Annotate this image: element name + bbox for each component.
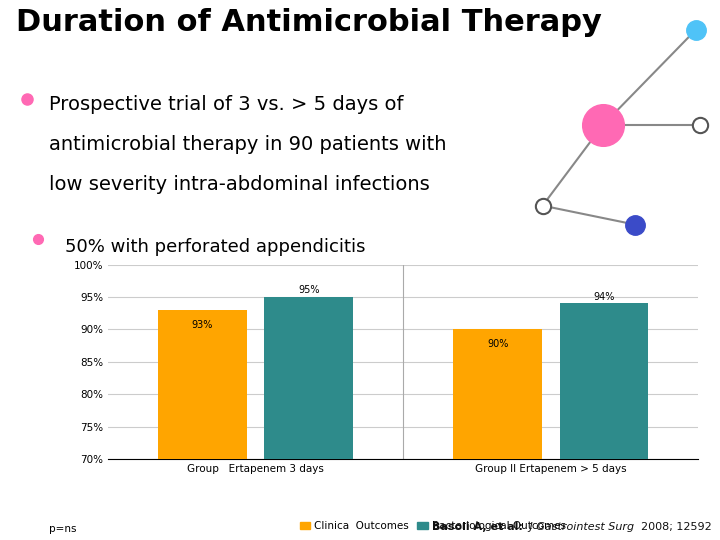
Text: low severity intra-abdominal infections: low severity intra-abdominal infections — [49, 176, 429, 194]
Bar — [158, 310, 247, 540]
Text: 93%: 93% — [192, 320, 213, 330]
Text: antimicrobial therapy in 90 patients with: antimicrobial therapy in 90 patients wit… — [49, 135, 446, 154]
Text: 94%: 94% — [593, 292, 615, 301]
Legend: Clinica  Outcomes, Bacteriological Outcomes: Clinica Outcomes, Bacteriological Outcom… — [295, 517, 570, 536]
Bar — [454, 329, 542, 540]
Text: p=ns: p=ns — [49, 524, 76, 534]
Bar — [559, 303, 648, 540]
Text: Prospective trial of 3 vs. > 5 days of: Prospective trial of 3 vs. > 5 days of — [49, 94, 403, 113]
Text: J Gastrointest Surg: J Gastrointest Surg — [526, 522, 634, 532]
Text: Basoli A, et al:: Basoli A, et al: — [432, 522, 523, 532]
Text: Duration of Antimicrobial Therapy: Duration of Antimicrobial Therapy — [16, 8, 602, 37]
Bar — [264, 297, 353, 540]
Text: 90%: 90% — [487, 339, 508, 349]
Text: 2008; 12592: 2008; 12592 — [634, 522, 711, 532]
Text: 50% with perforated appendicitis: 50% with perforated appendicitis — [65, 238, 365, 255]
Text: 95%: 95% — [298, 285, 320, 295]
